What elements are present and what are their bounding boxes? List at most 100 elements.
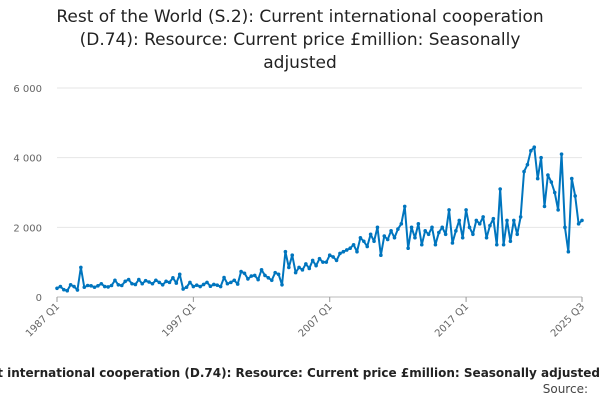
data-point[interactable]: [399, 222, 404, 226]
data-point[interactable]: [273, 270, 277, 275]
data-point[interactable]: [184, 285, 189, 290]
data-point[interactable]: [317, 256, 322, 261]
data-point[interactable]: [491, 216, 496, 221]
data-point[interactable]: [198, 284, 202, 289]
data-point[interactable]: [85, 283, 90, 288]
data-point[interactable]: [484, 235, 489, 240]
data-point[interactable]: [256, 277, 260, 282]
data-point[interactable]: [157, 280, 162, 285]
data-point[interactable]: [119, 283, 124, 288]
data-point[interactable]: [242, 271, 247, 276]
data-point[interactable]: [498, 187, 502, 191]
data-point[interactable]: [147, 280, 151, 284]
data-point[interactable]: [263, 273, 267, 278]
data-point[interactable]: [246, 277, 250, 281]
data-point[interactable]: [324, 260, 329, 264]
data-point[interactable]: [358, 235, 363, 240]
data-point[interactable]: [225, 281, 230, 286]
data-point[interactable]: [72, 284, 76, 289]
data-point[interactable]: [338, 251, 342, 256]
data-point[interactable]: [239, 269, 243, 274]
data-point[interactable]: [215, 283, 220, 287]
data-point[interactable]: [140, 281, 145, 286]
data-point[interactable]: [344, 248, 349, 252]
data-point[interactable]: [297, 265, 301, 270]
data-point[interactable]: [409, 225, 414, 230]
data-point[interactable]: [89, 284, 93, 288]
data-point[interactable]: [518, 215, 523, 219]
data-point[interactable]: [314, 263, 318, 268]
data-point[interactable]: [283, 249, 288, 254]
data-point[interactable]: [406, 246, 410, 251]
data-point[interactable]: [522, 169, 526, 174]
data-point[interactable]: [569, 176, 574, 181]
data-point[interactable]: [382, 234, 387, 238]
data-point[interactable]: [133, 282, 138, 287]
data-point[interactable]: [92, 285, 97, 290]
data-point[interactable]: [437, 230, 441, 235]
data-point[interactable]: [102, 284, 107, 289]
data-point[interactable]: [423, 229, 427, 233]
data-point[interactable]: [171, 276, 175, 280]
data-point[interactable]: [130, 281, 134, 286]
data-point[interactable]: [113, 278, 117, 283]
data-point[interactable]: [389, 229, 393, 233]
data-point[interactable]: [280, 283, 284, 287]
data-point[interactable]: [525, 162, 530, 167]
data-point[interactable]: [164, 279, 168, 284]
data-point[interactable]: [494, 242, 499, 247]
data-point[interactable]: [269, 278, 274, 283]
data-point[interactable]: [341, 249, 346, 254]
data-point[interactable]: [464, 208, 468, 212]
data-point[interactable]: [450, 241, 455, 245]
data-point[interactable]: [58, 284, 63, 289]
data-point[interactable]: [535, 176, 540, 181]
data-point[interactable]: [218, 284, 223, 289]
data-point[interactable]: [99, 281, 104, 286]
data-point[interactable]: [290, 253, 295, 257]
data-point[interactable]: [512, 218, 516, 223]
data-point[interactable]: [416, 222, 421, 226]
data-point[interactable]: [106, 285, 110, 289]
data-point[interactable]: [287, 265, 291, 270]
data-point[interactable]: [304, 262, 308, 266]
data-point[interactable]: [566, 249, 571, 254]
data-point[interactable]: [508, 239, 513, 244]
data-point[interactable]: [467, 225, 472, 230]
data-point[interactable]: [351, 242, 356, 247]
data-point[interactable]: [433, 242, 438, 247]
data-point[interactable]: [440, 225, 445, 230]
data-point[interactable]: [573, 194, 577, 198]
data-point[interactable]: [191, 284, 196, 289]
data-point[interactable]: [334, 258, 339, 263]
data-point[interactable]: [443, 232, 448, 237]
data-point[interactable]: [471, 232, 475, 237]
data-point[interactable]: [365, 244, 370, 249]
data-point[interactable]: [188, 280, 192, 285]
data-point[interactable]: [481, 215, 485, 219]
data-point[interactable]: [208, 284, 213, 289]
data-point[interactable]: [549, 180, 554, 184]
data-point[interactable]: [55, 286, 59, 291]
data-point[interactable]: [563, 225, 567, 230]
data-point[interactable]: [116, 283, 121, 287]
data-point[interactable]: [532, 145, 537, 150]
data-point[interactable]: [229, 280, 233, 285]
data-point[interactable]: [109, 283, 114, 288]
data-point[interactable]: [552, 190, 557, 195]
data-point[interactable]: [460, 235, 465, 240]
data-point[interactable]: [123, 279, 127, 284]
data-point[interactable]: [546, 173, 550, 177]
data-point[interactable]: [75, 288, 80, 292]
data-point[interactable]: [68, 283, 73, 287]
data-point[interactable]: [379, 253, 383, 257]
data-point[interactable]: [143, 278, 148, 283]
data-point[interactable]: [222, 275, 226, 280]
data-point[interactable]: [194, 283, 199, 287]
data-point[interactable]: [201, 282, 206, 287]
data-point[interactable]: [154, 278, 158, 283]
data-point[interactable]: [556, 208, 560, 212]
data-point[interactable]: [457, 218, 462, 223]
data-point[interactable]: [327, 253, 332, 257]
data-point[interactable]: [362, 239, 366, 244]
